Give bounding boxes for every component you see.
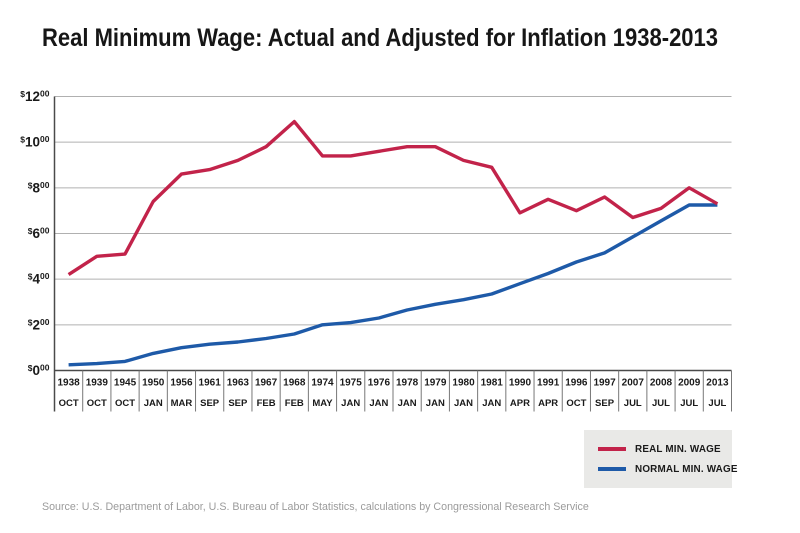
legend-label-normal: NORMAL MIN. WAGE — [635, 463, 738, 475]
x-tick-month: APR — [538, 398, 558, 409]
x-tick-month: OCT — [87, 398, 107, 409]
y-tick-label: $1000 — [20, 134, 49, 150]
y-tick-label: $400 — [28, 271, 50, 287]
x-tick-month: MAR — [171, 398, 193, 409]
x-tick-month: OCT — [566, 398, 586, 409]
x-tick-year: 1939 — [86, 378, 109, 389]
legend-item-real-min-wage: REAL MIN. WAGE — [598, 443, 732, 455]
x-tick-month: MAY — [312, 398, 333, 409]
x-tick-month: OCT — [59, 398, 79, 409]
x-tick-year: 1990 — [509, 378, 532, 389]
x-tick-month: JAN — [144, 398, 163, 409]
x-tick-year: 1961 — [199, 378, 222, 389]
chart-legend: REAL MIN. WAGE NORMAL MIN. WAGE — [584, 430, 737, 488]
x-tick-month: JAN — [341, 398, 360, 409]
x-tick-year: 1975 — [340, 378, 363, 389]
x-tick-month: JUL — [708, 398, 726, 409]
x-tick-month: JUL — [652, 398, 670, 409]
real-wage-line-swatch-icon — [598, 447, 626, 451]
x-tick-year: 1991 — [537, 378, 560, 389]
y-tick-label: $200 — [28, 317, 50, 333]
y-tick-label: $000 — [28, 363, 50, 379]
x-tick-year: 2008 — [650, 378, 673, 389]
x-tick-month: FEB — [285, 398, 304, 409]
x-tick-year: 1967 — [255, 378, 278, 389]
x-tick-month: FEB — [257, 398, 276, 409]
x-tick-month: JAN — [369, 398, 388, 409]
y-tick-label: $600 — [28, 226, 50, 242]
x-tick-year: 1979 — [424, 378, 447, 389]
x-tick-year: 1950 — [142, 378, 165, 389]
x-tick-month: JAN — [454, 398, 473, 409]
nominal-min-wage-line — [68, 203, 718, 367]
y-tick-label: $800 — [28, 180, 50, 196]
x-tick-month: JAN — [398, 398, 417, 409]
x-tick-month: JAN — [426, 398, 445, 409]
x-tick-month: JUL — [680, 398, 698, 409]
x-tick-year: 1938 — [57, 378, 80, 389]
x-tick-month: SEP — [228, 398, 248, 409]
x-tick-year: 2013 — [706, 378, 729, 389]
x-tick-month: SEP — [200, 398, 220, 409]
x-tick-year: 1945 — [114, 378, 137, 389]
x-tick-year: 1981 — [481, 378, 504, 389]
x-tick-month: OCT — [115, 398, 135, 409]
x-tick-month: APR — [510, 398, 530, 409]
x-tick-year: 2009 — [678, 378, 701, 389]
x-tick-year: 2007 — [622, 378, 645, 389]
x-tick-year: 1980 — [452, 378, 475, 389]
x-tick-year: 1976 — [368, 378, 391, 389]
legend-label-real: REAL MIN. WAGE — [635, 443, 721, 455]
x-tick-year: 1978 — [396, 378, 419, 389]
x-tick-year: 1968 — [283, 378, 306, 389]
x-tick-year: 1974 — [311, 378, 334, 389]
chart-title: Real Minimum Wage: Actual and Adjusted f… — [42, 24, 719, 52]
x-tick-month: JAN — [482, 398, 501, 409]
nominal-wage-line-swatch-icon — [598, 467, 626, 471]
x-tick-year: 1956 — [170, 378, 193, 389]
y-tick-label: $1200 — [20, 89, 49, 105]
legend-item-normal-min-wage: NORMAL MIN. WAGE — [598, 463, 737, 475]
x-tick-month: JUL — [624, 398, 642, 409]
x-tick-month: SEP — [595, 398, 615, 409]
x-tick-year: 1963 — [227, 378, 250, 389]
x-tick-year: 1997 — [593, 378, 616, 389]
x-tick-year: 1996 — [565, 378, 588, 389]
real-min-wage-line — [67, 119, 719, 277]
source-note: Source: U.S. Department of Labor, U.S. B… — [42, 501, 589, 513]
